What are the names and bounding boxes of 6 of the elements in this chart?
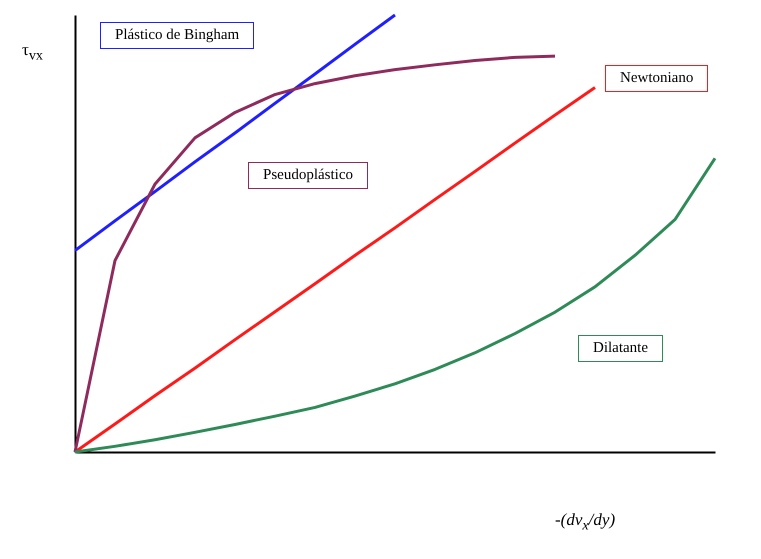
y-axis-title: τ$_{vx}$	[22, 40, 43, 64]
text: Plástico de Bingham	[100, 22, 254, 49]
x-axis-title: -(dv$_{x}$/dy)	[555, 510, 616, 534]
text: Pseudoplástico	[248, 162, 368, 189]
series-label: Newtoniano	[605, 65, 708, 92]
text: Dilatante	[578, 335, 663, 362]
